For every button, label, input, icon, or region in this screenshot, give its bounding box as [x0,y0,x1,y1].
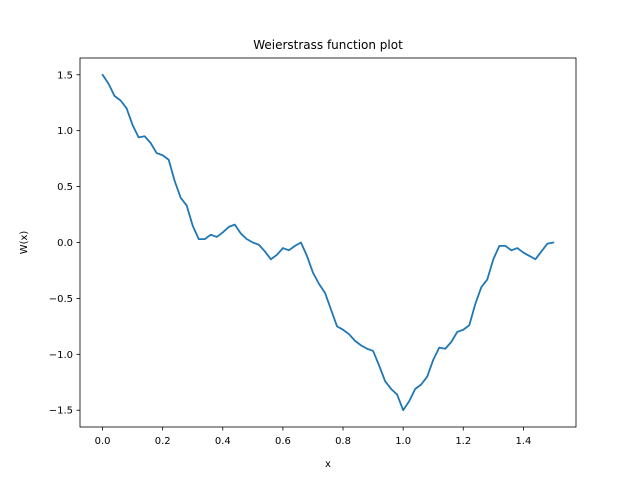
y-tick-label: −0.5 [49,294,73,305]
series-line-0 [101,73,555,412]
plot-area [101,73,555,412]
x-tick-label: 0.0 [95,436,111,447]
chart-title: Weierstrass function plot [253,38,403,52]
x-tick-label: 0.4 [215,436,231,447]
x-tick-label: 1.0 [395,436,411,447]
x-tick-label: 0.8 [335,436,351,447]
x-tick-label: 1.2 [455,436,471,447]
x-axis: 0.0 0.2 0.4 0.6 0.8 1.0 1.2 1.4 [95,427,531,447]
y-axis-label: W(x) [19,231,30,255]
y-tick-label: 1.5 [57,70,73,81]
y-tick-label: 1.0 [57,126,73,137]
x-tick-label: 0.2 [155,436,171,447]
y-tick-label: −1.5 [49,406,73,417]
x-tick-label: 1.4 [515,436,531,447]
x-axis-label: x [325,459,331,470]
y-axis: 1.5 1.0 0.5 0.0 −0.5 −1.0 −1.5 [49,70,80,417]
y-tick-label: −1.0 [49,350,73,361]
y-tick-label: 0.5 [57,182,73,193]
y-tick-label: 0.0 [57,238,73,249]
x-tick-label: 0.6 [275,436,291,447]
